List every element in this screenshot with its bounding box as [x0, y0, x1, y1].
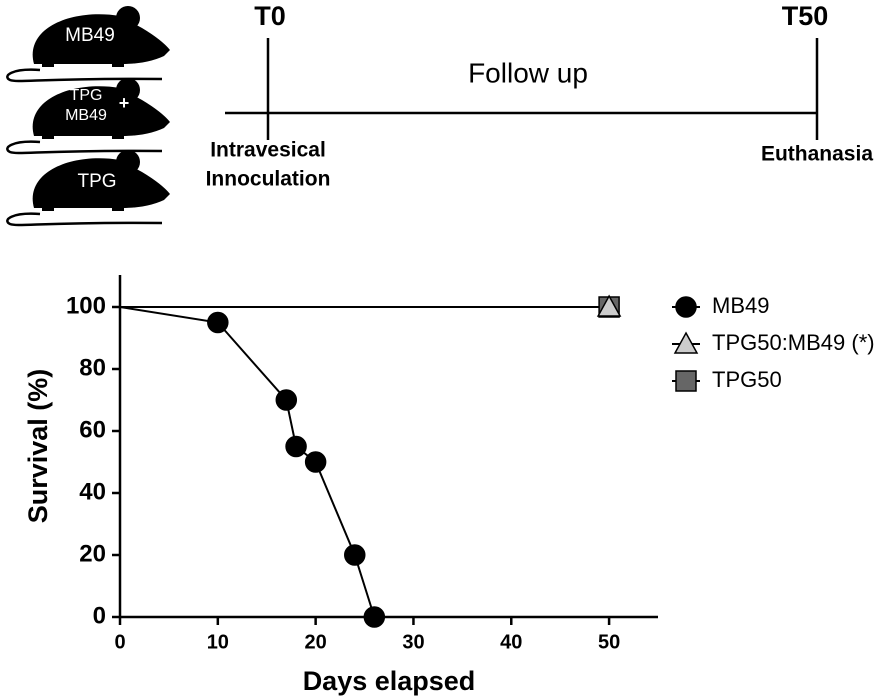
- y-tick-label: 100: [66, 292, 106, 319]
- marker: [675, 370, 697, 392]
- marker: [363, 606, 386, 628]
- end-event: Euthanasia: [761, 143, 873, 166]
- marker: [207, 311, 229, 334]
- start-event: Intravesical: [210, 139, 326, 162]
- marker: [275, 389, 298, 411]
- y-tick-label: 0: [93, 602, 106, 629]
- legend-label: MB49: [712, 293, 769, 318]
- x-tick-label: 50: [598, 631, 620, 653]
- legend-label: TPG50:MB49 (*): [712, 330, 875, 355]
- mouse-label: TPG: [70, 87, 103, 104]
- y-tick-label: 80: [79, 354, 106, 381]
- timeline: [225, 38, 819, 140]
- marker: [344, 544, 366, 566]
- series-line: [119, 306, 376, 618]
- mouse-label: MB49: [65, 107, 107, 124]
- marker: [304, 451, 327, 473]
- mouse-3: TPG: [6, 148, 172, 227]
- start-event: Innoculation: [206, 168, 331, 191]
- timeline-start: T0: [254, 1, 286, 31]
- mouse-sign: +: [119, 93, 130, 113]
- y-tick-label: 20: [79, 540, 106, 567]
- y-axis-title: Survival (%): [23, 369, 53, 524]
- mouse-label: MB49: [65, 25, 115, 46]
- y-tick-label: 60: [79, 416, 106, 443]
- x-tick-label: 30: [402, 631, 424, 653]
- x-tick-label: 20: [305, 631, 327, 653]
- mouse-2: TPG MB49 +: [6, 76, 172, 155]
- y-tick-label: 40: [79, 478, 106, 505]
- legend-label: TPG50: [712, 367, 782, 392]
- marker: [596, 294, 622, 317]
- marker: [285, 435, 307, 458]
- mouse-1: MB49: [6, 4, 172, 83]
- x-tick-label: 40: [500, 631, 522, 653]
- x-tick-label: 10: [207, 631, 229, 653]
- x-tick-label: 0: [114, 631, 125, 653]
- marker: [675, 296, 697, 318]
- timeline-end: T50: [782, 1, 829, 31]
- mouse-label: TPG: [77, 171, 116, 192]
- x-axis-title: Days elapsed: [303, 666, 476, 696]
- marker: [673, 331, 699, 354]
- timeline-middle: Follow up: [468, 57, 588, 88]
